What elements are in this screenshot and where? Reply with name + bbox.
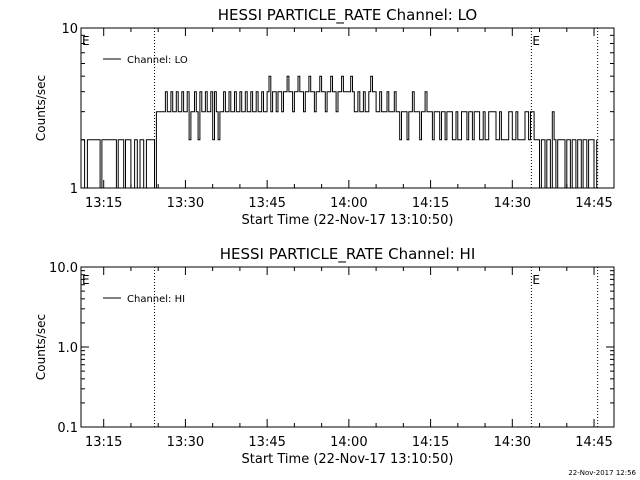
x-tick-label: 13:45 <box>248 196 285 211</box>
x-tick-label: 14:30 <box>494 196 531 211</box>
legend-label: Channel: LO <box>127 55 188 66</box>
x-tick-label: 13:30 <box>167 196 204 211</box>
event-marker: E <box>82 273 90 287</box>
y-tick-label: 1 <box>70 182 78 197</box>
x-tick-label: 14:45 <box>575 435 612 450</box>
plot-frame <box>80 27 615 189</box>
legend-label: Channel: HI <box>127 294 185 305</box>
x-tick-label: 14:15 <box>412 196 449 211</box>
x-tick-label: 14:00 <box>330 435 367 450</box>
plot-frame <box>80 266 615 428</box>
chart-title: HESSI PARTICLE_RATE Channel: LO <box>218 6 477 25</box>
x-tick-label: 13:30 <box>167 435 204 450</box>
event-marker: E <box>532 273 540 287</box>
event-marker: E <box>532 34 540 48</box>
footer-timestamp: 22-Nov-2017 12:56 <box>568 469 636 477</box>
y-tick-label: 1.0 <box>57 341 78 356</box>
x-tick-label: 14:45 <box>575 196 612 211</box>
y-axis-label: Counts/sec <box>34 75 48 141</box>
x-tick-label: 14:00 <box>330 196 367 211</box>
y-tick-label: 10.0 <box>49 261 78 276</box>
y-tick-label: 10 <box>61 22 78 37</box>
x-tick-label: 13:15 <box>85 435 122 450</box>
x-axis-label: Start Time (22-Nov-17 13:10:50) <box>242 452 454 467</box>
y-axis-label: Counts/sec <box>34 314 48 380</box>
event-marker: E <box>82 34 90 48</box>
series-line-channel-lo <box>81 75 598 189</box>
chart-title: HESSI PARTICLE_RATE Channel: HI <box>220 245 476 264</box>
y-tick-label: 0.1 <box>57 421 78 436</box>
x-tick-label: 13:45 <box>248 435 285 450</box>
x-tick-label: 14:15 <box>412 435 449 450</box>
x-tick-label: 13:15 <box>85 196 122 211</box>
x-tick-label: 14:30 <box>494 435 531 450</box>
x-axis-label: Start Time (22-Nov-17 13:10:50) <box>242 213 454 228</box>
